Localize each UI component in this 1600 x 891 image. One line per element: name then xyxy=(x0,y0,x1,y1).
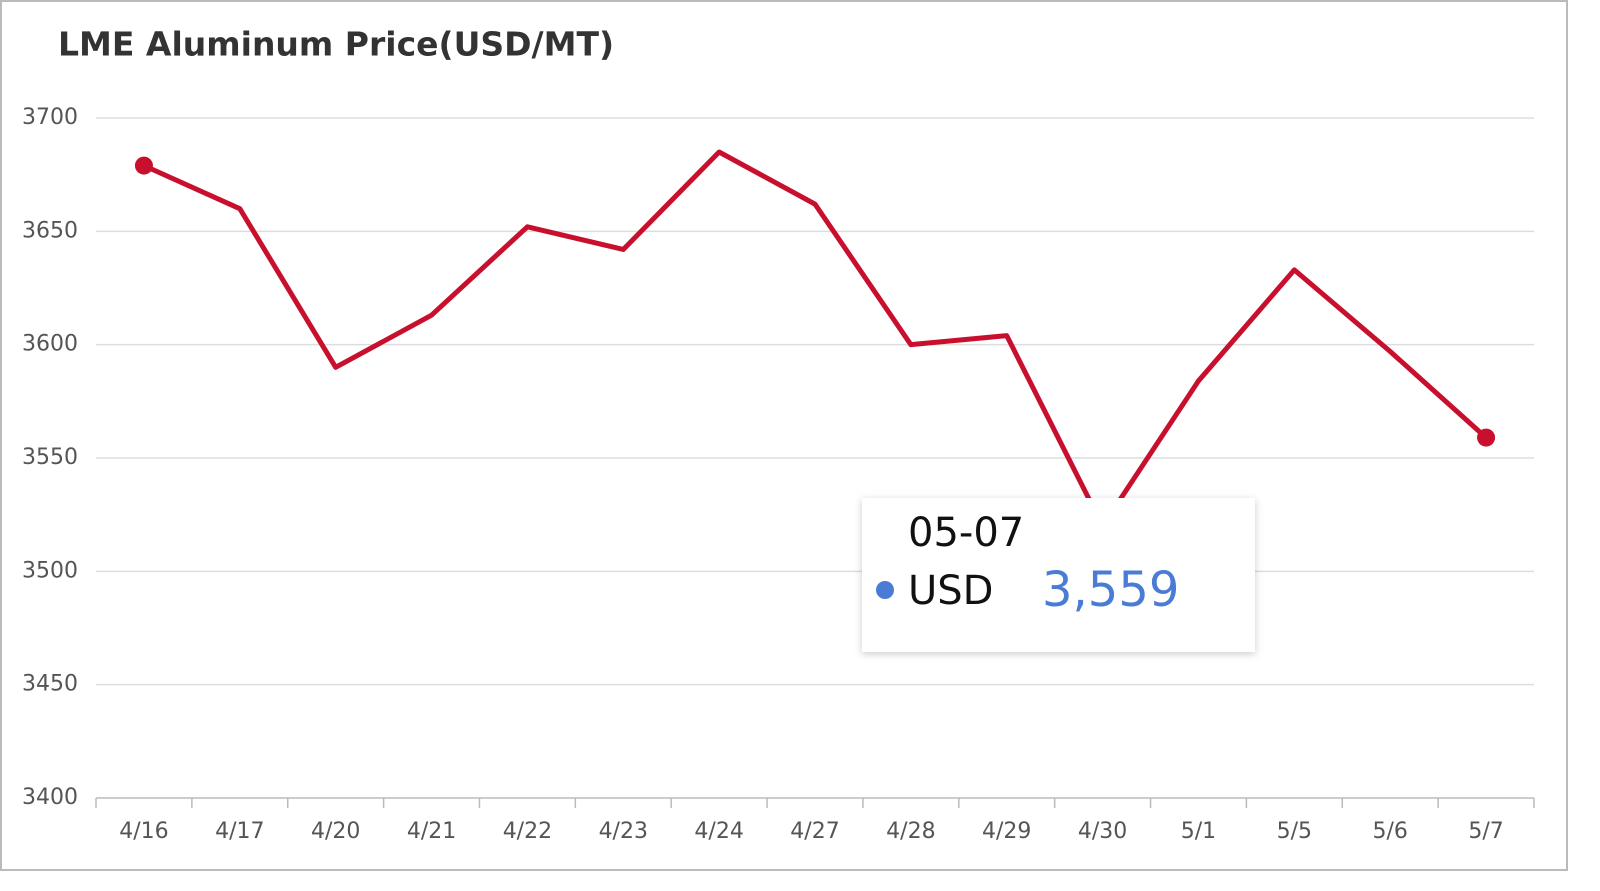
y-tick-label: 3550 xyxy=(22,445,78,470)
end-point xyxy=(134,156,153,175)
x-tick-label: 4/29 xyxy=(982,819,1031,844)
x-tick-label: 4/27 xyxy=(790,819,839,844)
tooltip: 05-07 USD 3,559 xyxy=(862,498,1255,652)
tooltip-series: USD xyxy=(908,568,993,614)
x-tick-label: 4/30 xyxy=(1078,819,1127,844)
tooltip-title: 05-07 xyxy=(908,510,1024,556)
end-point xyxy=(1477,428,1496,447)
x-tick-label: 4/22 xyxy=(503,819,552,844)
x-tick-label: 5/5 xyxy=(1277,819,1312,844)
x-tick-label: 4/21 xyxy=(407,819,456,844)
plot: 3400 3450 3500 3550 3600 3650 3700 4/16 4/17 4/20… xyxy=(22,105,1535,844)
tooltip-value: 3,559 xyxy=(1042,562,1179,618)
x-tick-label: 4/17 xyxy=(215,819,264,844)
x-tick-label: 5/1 xyxy=(1181,819,1216,844)
y-tick-label: 3650 xyxy=(22,218,78,243)
frame xyxy=(0,0,1568,871)
x-tick-label: 4/28 xyxy=(886,819,935,844)
tooltip-dot xyxy=(876,581,894,599)
tooltip-box xyxy=(862,498,1255,652)
line xyxy=(142,149,1488,529)
y-tick-label: 3600 xyxy=(22,332,78,357)
y-tick-label: 3450 xyxy=(22,672,78,697)
y-tick-label: 3500 xyxy=(22,558,78,583)
chart-title: LME Aluminum Price(USD/MT) xyxy=(58,25,614,64)
x-tick-label: 4/24 xyxy=(694,819,743,844)
x-tick-label: 5/6 xyxy=(1372,819,1407,844)
x-tick-label: 4/23 xyxy=(599,819,648,844)
x-tick-label: 4/16 xyxy=(119,819,168,844)
y-tick-label: 3700 xyxy=(22,105,78,130)
y-tick-label: 3400 xyxy=(22,785,78,810)
x-tick-label: 5/7 xyxy=(1468,819,1503,844)
x-tick-label: 4/20 xyxy=(311,819,360,844)
